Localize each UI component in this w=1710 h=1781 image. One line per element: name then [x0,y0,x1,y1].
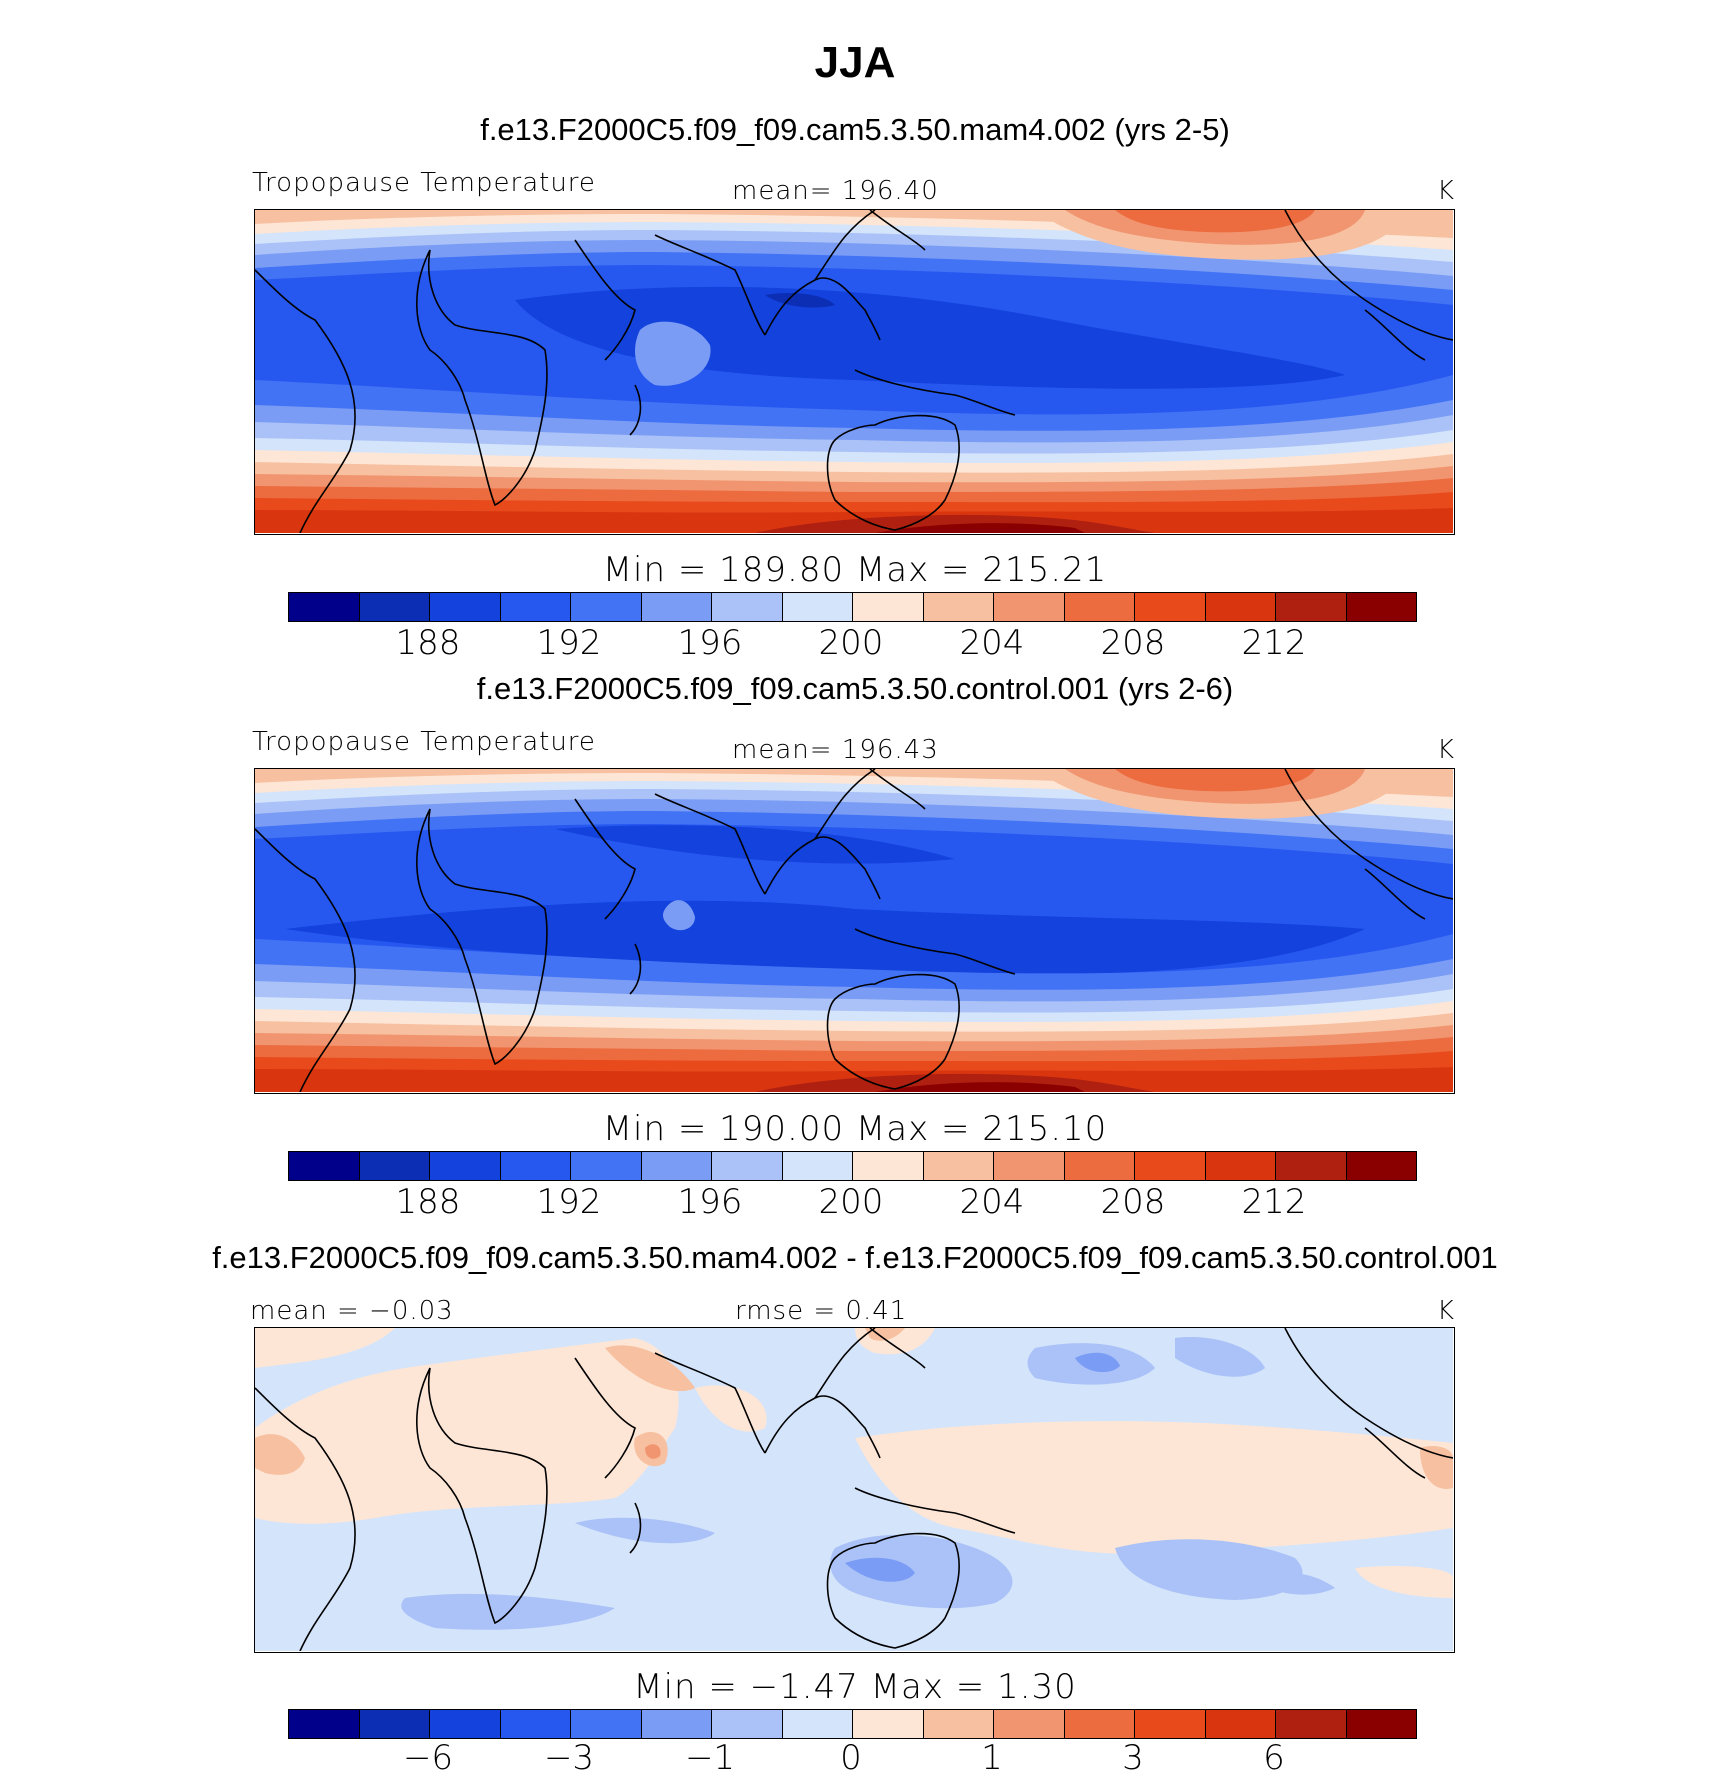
colorbar-box [500,1710,571,1738]
colorbar-box [1064,593,1135,621]
panel2-mean-label: mean= 196.43 [732,735,939,765]
colorbar-box [1064,1710,1135,1738]
panel2-map [254,768,1455,1094]
panel1-colorbar-tick: 208 [1100,623,1166,663]
colorbar-box [923,1152,994,1180]
colorbar-box [782,1710,853,1738]
colorbar-box [1205,1710,1276,1738]
colorbar-box [1135,1152,1206,1180]
panel3-mean-label: mean = −0.03 [250,1296,454,1326]
colorbar-box [289,593,360,621]
colorbar-box [571,1710,642,1738]
panel3-case-title: f.e13.F2000C5.f09_f09.cam5.3.50.mam4.002… [212,1240,1498,1275]
panel2-case-title: f.e13.F2000C5.f09_f09.cam5.3.50.control.… [476,671,1234,706]
panel1-colorbar-tick: 212 [1241,623,1307,663]
colorbar-box [359,1710,430,1738]
panel1-units-label: K [1437,176,1456,206]
colorbar-box [994,1152,1065,1180]
panel1-case-title: f.e13.F2000C5.f09_f09.cam5.3.50.mam4.002… [480,112,1230,147]
panel2-colorbar-tick: 208 [1100,1182,1166,1222]
panel3-minmax: Min = −1.47 Max = 1.30 [633,1667,1077,1707]
colorbar-box [430,593,501,621]
panel1-minmax: Min = 189.80 Max = 215.21 [602,550,1108,590]
panel2-colorbar-tick: 200 [818,1182,884,1222]
colorbar-box [1064,1152,1135,1180]
colorbar-box [500,1152,571,1180]
colorbar-box [923,1710,994,1738]
figure-title: JJA [814,38,896,87]
panel3-colorbar-tick: 6 [1263,1738,1285,1778]
panel1-colorbar-tick: 192 [536,623,602,663]
panel3-colorbar-tick: −3 [543,1738,595,1778]
colorbar-box [994,1710,1065,1738]
panel1-colorbar [288,592,1417,622]
panel2-variable-label: Tropopause Temperature [252,727,596,757]
colorbar-box [359,1152,430,1180]
panel2-contour-field [255,769,1453,1092]
colorbar-box [641,593,712,621]
panel1-colorbar-tick: 196 [677,623,743,663]
panel3-contour-field [255,1328,1453,1651]
colorbar-box [712,1152,783,1180]
colorbar-box [359,593,430,621]
panel2-colorbar-tick: 192 [536,1182,602,1222]
panel3-colorbar [288,1709,1417,1739]
colorbar-box [923,593,994,621]
colorbar-box [1276,1710,1347,1738]
colorbar-box [500,593,571,621]
colorbar-box [1276,1152,1347,1180]
colorbar-box [1346,1710,1416,1738]
panel2-colorbar-tick: 196 [677,1182,743,1222]
colorbar-box [430,1710,501,1738]
colorbar-box [289,1710,360,1738]
colorbar-box [1276,593,1347,621]
colorbar-box [571,593,642,621]
panel2-colorbar-tick: 188 [395,1182,461,1222]
colorbar-box [1205,1152,1276,1180]
panel1-mean-label: mean= 196.40 [732,176,939,206]
colorbar-box [430,1152,501,1180]
panel1-contour-field [255,210,1453,533]
panel2-colorbar-tick: 204 [959,1182,1025,1222]
panel1-colorbar-tick: 188 [395,623,461,663]
colorbar-box [712,1710,783,1738]
colorbar-box [853,1710,924,1738]
colorbar-box [641,1710,712,1738]
colorbar-box [712,593,783,621]
colorbar-box [289,1152,360,1180]
colorbar-box [994,593,1065,621]
panel2-minmax: Min = 190.00 Max = 215.10 [602,1109,1108,1149]
panel3-map [254,1327,1455,1653]
panel3-colorbar-tick: −6 [402,1738,454,1778]
panel1-colorbar-tick: 200 [818,623,884,663]
panel3-colorbar-tick: 1 [981,1738,1003,1778]
panel3-colorbar-tick: 3 [1122,1738,1144,1778]
panel2-units-label: K [1437,735,1456,765]
colorbar-box [641,1152,712,1180]
colorbar-box [853,593,924,621]
panel3-rmse-label: rmse = 0.41 [735,1296,908,1326]
panel2-colorbar [288,1151,1417,1181]
colorbar-box [782,593,853,621]
colorbar-box [853,1152,924,1180]
panel1-colorbar-tick: 204 [959,623,1025,663]
colorbar-box [571,1152,642,1180]
panel1-map [254,209,1455,535]
colorbar-box [1135,1710,1206,1738]
colorbar-box [1346,1152,1416,1180]
colorbar-box [1346,593,1416,621]
panel1-variable-label: Tropopause Temperature [252,168,596,198]
colorbar-box [782,1152,853,1180]
panel3-colorbar-tick: 0 [840,1738,862,1778]
panel3-units-label: K [1437,1296,1456,1326]
panel2-colorbar-tick: 212 [1241,1182,1307,1222]
colorbar-box [1205,593,1276,621]
colorbar-box [1135,593,1206,621]
panel3-colorbar-tick: −1 [684,1738,736,1778]
